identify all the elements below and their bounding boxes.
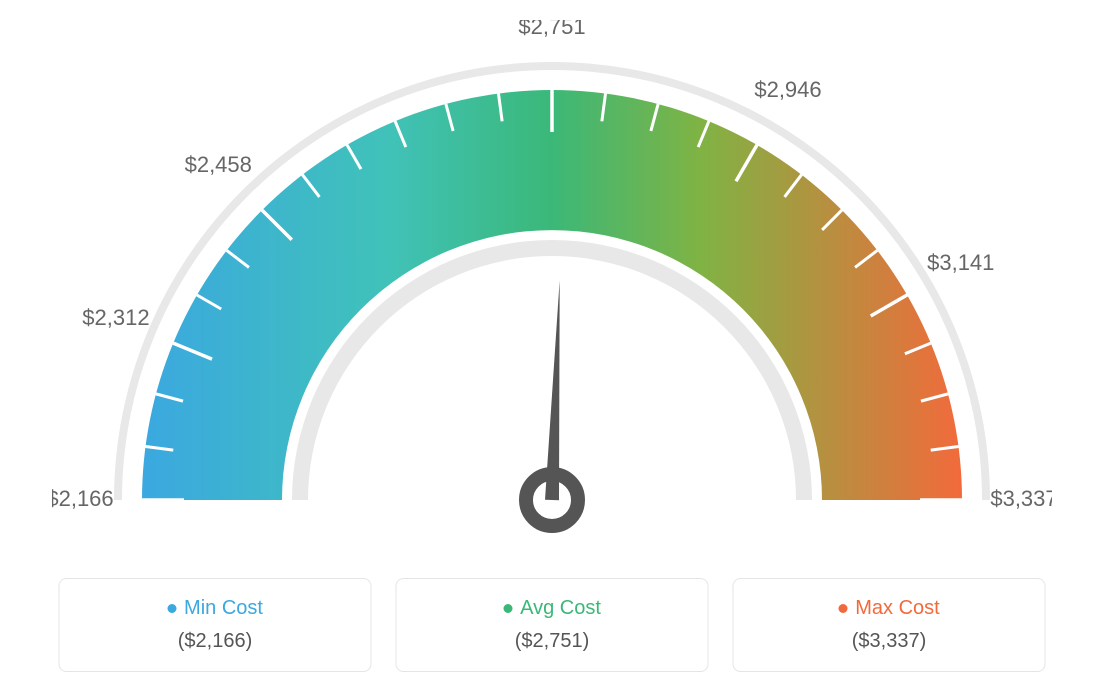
dot-avg-icon — [503, 604, 512, 613]
legend-value-avg: ($2,751) — [407, 630, 698, 653]
svg-text:$3,141: $3,141 — [927, 250, 994, 275]
svg-text:$3,337: $3,337 — [990, 486, 1052, 511]
svg-text:$2,312: $2,312 — [82, 305, 149, 330]
legend-title-max: Max Cost — [838, 597, 939, 620]
legend-card-min: Min Cost ($2,166) — [59, 578, 372, 672]
legend-card-max: Max Cost ($3,337) — [733, 578, 1046, 672]
legend-card-avg: Avg Cost ($2,751) — [396, 578, 709, 672]
legend-title-avg: Avg Cost — [503, 597, 601, 620]
gauge-chart: $2,166 $2,312 $2,458 $2,751 $2,946 $3,141 $3,3… — [52, 20, 1052, 560]
legend-title-min-text: Min Cost — [184, 597, 263, 620]
legend-value-min: ($2,166) — [70, 630, 361, 653]
legend-title-max-text: Max Cost — [855, 597, 939, 620]
dot-min-icon — [167, 604, 176, 613]
legend-row: Min Cost ($2,166) Avg Cost ($2,751) Max … — [59, 578, 1046, 672]
svg-text:$2,458: $2,458 — [185, 152, 252, 177]
legend-title-avg-text: Avg Cost — [520, 597, 601, 620]
dot-max-icon — [838, 604, 847, 613]
gauge-svg: $2,166 $2,312 $2,458 $2,751 $2,946 $3,141 $3,3… — [52, 20, 1052, 560]
svg-text:$2,166: $2,166 — [52, 486, 114, 511]
legend-title-min: Min Cost — [167, 597, 263, 620]
svg-text:$2,751: $2,751 — [518, 20, 585, 39]
svg-text:$2,946: $2,946 — [754, 77, 821, 102]
legend-value-max: ($3,337) — [744, 630, 1035, 653]
